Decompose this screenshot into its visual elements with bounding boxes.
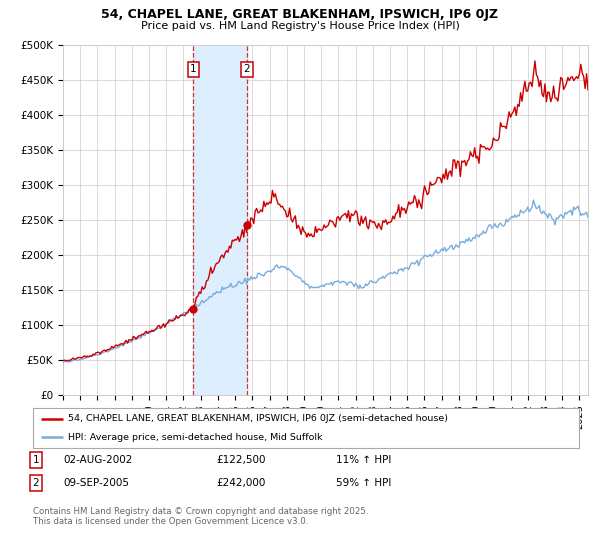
Text: £242,000: £242,000	[216, 478, 265, 488]
Text: HPI: Average price, semi-detached house, Mid Suffolk: HPI: Average price, semi-detached house,…	[68, 433, 323, 442]
Text: Price paid vs. HM Land Registry's House Price Index (HPI): Price paid vs. HM Land Registry's House …	[140, 21, 460, 31]
Text: £122,500: £122,500	[216, 455, 265, 465]
Text: 09-SEP-2005: 09-SEP-2005	[63, 478, 129, 488]
Text: 02-AUG-2002: 02-AUG-2002	[63, 455, 133, 465]
Bar	[193, 45, 247, 395]
Text: 54, CHAPEL LANE, GREAT BLAKENHAM, IPSWICH, IP6 0JZ (semi-detached house): 54, CHAPEL LANE, GREAT BLAKENHAM, IPSWIC…	[68, 414, 448, 423]
Text: 11% ↑ HPI: 11% ↑ HPI	[336, 455, 391, 465]
Text: 59% ↑ HPI: 59% ↑ HPI	[336, 478, 391, 488]
Text: 2: 2	[244, 64, 250, 74]
Text: 54, CHAPEL LANE, GREAT BLAKENHAM, IPSWICH, IP6 0JZ: 54, CHAPEL LANE, GREAT BLAKENHAM, IPSWIC…	[101, 8, 499, 21]
Text: 2: 2	[32, 478, 40, 488]
Text: 1: 1	[32, 455, 40, 465]
Text: Contains HM Land Registry data © Crown copyright and database right 2025.
This d: Contains HM Land Registry data © Crown c…	[33, 507, 368, 526]
Text: 1: 1	[190, 64, 197, 74]
